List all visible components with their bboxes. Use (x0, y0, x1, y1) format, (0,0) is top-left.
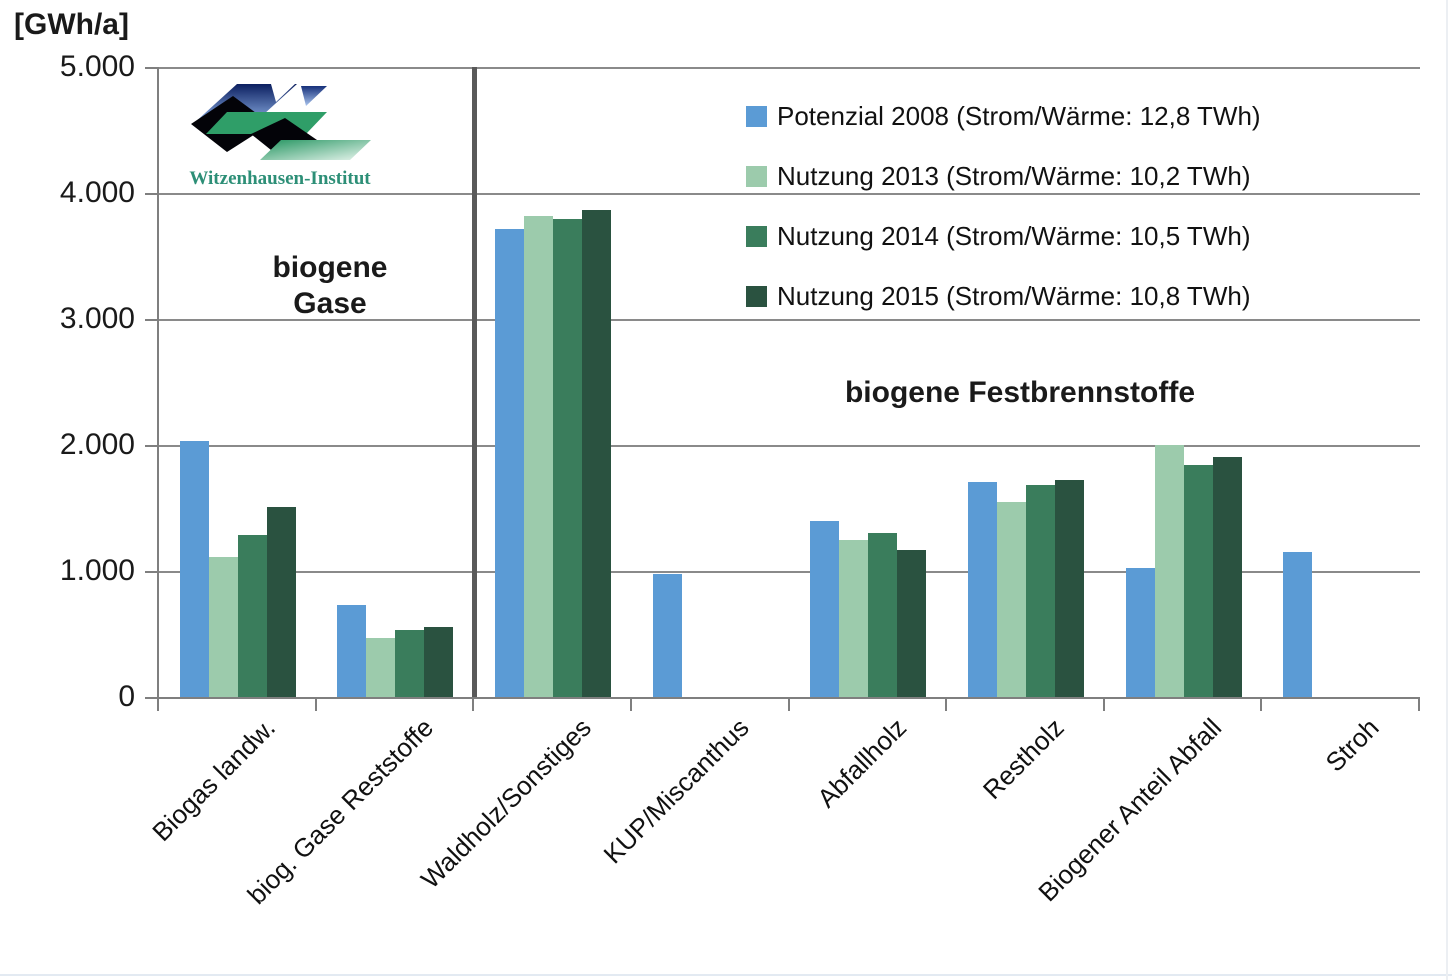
bar-abfallholz-series-2 (868, 533, 898, 697)
legend-swatch-icon (746, 285, 767, 307)
x-axis-tick (1418, 699, 1420, 711)
legend-item-0: Potenzial 2008 (Strom/Wärme: 12,8 TWh) (746, 86, 1261, 146)
witzenhausen-institut-logo: Witzenhausen-Institut (175, 82, 385, 190)
legend-label: Nutzung 2015 (Strom/Wärme: 10,8 TWh) (777, 280, 1251, 311)
legend-item-1: Nutzung 2013 (Strom/Wärme: 10,2 TWh) (746, 146, 1261, 206)
bar-waldholz-sonstiges-series-0 (495, 228, 525, 697)
x-axis-tick (629, 699, 632, 711)
y-axis-tick (145, 193, 157, 195)
category-label-abfallholz: Abfallholz (810, 712, 912, 814)
legend-swatch-icon (746, 225, 767, 247)
legend-label: Nutzung 2013 (Strom/Wärme: 10,2 TWh) (777, 160, 1251, 191)
y-axis-tick (145, 319, 157, 321)
y-axis-tick (145, 445, 157, 447)
bar-restholz-series-3 (1054, 479, 1084, 697)
gridline-5.000 (159, 67, 1420, 69)
section-label-biogene-gase: biogene Gase (230, 250, 430, 322)
section-divider-line (472, 67, 478, 697)
bar-kup-miscanthus-series-0 (652, 574, 682, 697)
y-axis-tick-label: 2.000 (59, 428, 135, 461)
category-label-waldholz-sonstiges: Waldholz/Sonstiges (414, 712, 597, 895)
legend-label: Potenzial 2008 (Strom/Wärme: 12,8 TWh) (777, 100, 1261, 131)
section-label-biogene-festbrennstoffe: biogene Festbrennstoffe (844, 376, 1196, 409)
bar-biogener-anteil-abfall-series-0 (1125, 568, 1155, 697)
bar-biogener-anteil-abfall-series-1 (1154, 445, 1184, 697)
bar-biogas-landw--series-0 (179, 441, 209, 697)
x-axis-tick (1260, 699, 1263, 711)
bar-restholz-series-0 (967, 482, 997, 697)
bar-biogener-anteil-abfall-series-3 (1212, 456, 1242, 697)
logo-diamond-icon: Witzenhausen-Institut (189, 84, 371, 189)
gridline-4.000 (159, 193, 1420, 195)
slide-bottom-border (0, 974, 1452, 976)
bar-biog-gase-reststoffe-series-1 (366, 638, 396, 697)
x-axis-tick (787, 699, 790, 711)
y-axis-tick-label: 5.000 (59, 50, 135, 83)
logo-text: Witzenhausen-Institut (189, 168, 371, 189)
bar-stroh-series-0 (1283, 552, 1313, 697)
y-axis-tick-label: 4.000 (59, 176, 135, 209)
bar-abfallholz-series-1 (839, 540, 869, 697)
bar-waldholz-sonstiges-series-2 (553, 219, 583, 697)
bar-biogener-anteil-abfall-series-2 (1183, 465, 1213, 697)
y-axis-tick (145, 571, 157, 573)
category-label-stroh: Stroh (1319, 712, 1385, 778)
bar-waldholz-sonstiges-series-3 (582, 210, 612, 697)
legend-label: Nutzung 2014 (Strom/Wärme: 10,5 TWh) (777, 220, 1251, 251)
category-label-kup-miscanthus: KUP/Miscanthus (597, 712, 755, 870)
x-axis-tick (314, 699, 317, 711)
bar-biog-gase-reststoffe-series-2 (395, 629, 425, 697)
legend: Potenzial 2008 (Strom/Wärme: 12,8 TWh) Nu… (746, 86, 1261, 326)
y-axis-tick (145, 697, 157, 699)
category-label-biogas-landw-: Biogas landw. (146, 712, 282, 847)
y-axis-tick-label: 3.000 (59, 302, 135, 335)
legend-item-3: Nutzung 2015 (Strom/Wärme: 10,8 TWh) (746, 266, 1261, 326)
y-axis-tick-label: 0 (118, 680, 135, 713)
slide-right-border (1446, 0, 1448, 980)
category-label-biogener-anteil-abfall: Biogener Anteil Abfall (1032, 712, 1228, 908)
bar-biogas-landw--series-1 (208, 557, 238, 697)
chart-plot-area (157, 67, 1420, 699)
bar-restholz-series-1 (996, 502, 1026, 697)
bar-biog-gase-reststoffe-series-3 (424, 627, 454, 697)
bar-restholz-series-2 (1025, 485, 1055, 697)
bar-biogas-landw--series-3 (266, 507, 296, 697)
section-left-line1: biogene (272, 251, 388, 284)
gridline-3.000 (159, 319, 1420, 321)
bar-abfallholz-series-0 (810, 520, 840, 697)
bar-biog-gase-reststoffe-series-0 (337, 605, 367, 697)
x-axis-tick (157, 699, 159, 711)
gridline-1.000 (159, 571, 1420, 573)
x-axis-tick (945, 699, 948, 711)
y-axis-tick-label: 1.000 (59, 554, 135, 587)
legend-swatch-icon (746, 165, 767, 187)
bar-waldholz-sonstiges-series-1 (524, 215, 554, 697)
y-axis-tick (145, 67, 157, 69)
y-axis-unit-label: [GWh/a] (14, 8, 129, 41)
bar-biogas-landw--series-2 (237, 535, 267, 697)
legend-item-2: Nutzung 2014 (Strom/Wärme: 10,5 TWh) (746, 206, 1261, 266)
legend-swatch-icon (746, 105, 767, 127)
x-axis-tick (472, 699, 475, 711)
bar-abfallholz-series-3 (897, 549, 927, 697)
category-label-restholz: Restholz (976, 712, 1070, 806)
section-left-line2: Gase (293, 287, 367, 320)
x-axis-tick (1102, 699, 1105, 711)
gridline-2.000 (159, 445, 1420, 447)
